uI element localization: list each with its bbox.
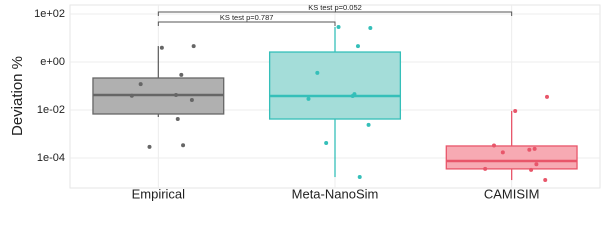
point bbox=[543, 178, 548, 183]
point bbox=[366, 122, 371, 127]
point bbox=[513, 108, 518, 113]
bracket bbox=[157, 21, 336, 26]
point bbox=[500, 150, 505, 155]
point bbox=[355, 44, 360, 49]
point bbox=[159, 45, 164, 50]
point bbox=[138, 82, 143, 87]
point bbox=[368, 26, 373, 31]
point bbox=[483, 166, 488, 171]
point bbox=[324, 141, 329, 146]
box bbox=[445, 145, 578, 170]
point bbox=[174, 93, 178, 98]
chart: Deviation % 1e+02 e+00 1e-02 1e-04 Empirical… bbox=[9, 3, 601, 201]
x-tick-label: CAMISIM bbox=[484, 186, 540, 201]
point bbox=[352, 92, 357, 97]
box bbox=[268, 51, 402, 120]
annotation: KS test p=0.787 bbox=[220, 13, 274, 22]
point bbox=[181, 143, 186, 148]
annotation: KS test p=0.052 bbox=[308, 3, 362, 12]
point bbox=[529, 167, 534, 172]
point bbox=[336, 25, 341, 30]
y-axis-label: Deviation % bbox=[9, 56, 26, 136]
point bbox=[315, 70, 320, 75]
point bbox=[129, 93, 134, 98]
x-tick-label: Empirical bbox=[132, 186, 186, 201]
y-tick-label: e+00 bbox=[40, 56, 65, 68]
point bbox=[532, 146, 537, 151]
point bbox=[492, 143, 496, 148]
point bbox=[545, 94, 549, 99]
x-tick-label: Meta-NanoSim bbox=[292, 186, 379, 201]
point bbox=[189, 98, 194, 103]
y-tick-label: 1e-02 bbox=[37, 104, 65, 116]
point bbox=[357, 175, 362, 180]
point bbox=[179, 72, 184, 77]
point bbox=[527, 147, 532, 152]
y-tick-label: 1e-04 bbox=[37, 152, 65, 164]
point bbox=[191, 44, 196, 49]
point bbox=[306, 96, 311, 101]
y-tick-label: 1e+02 bbox=[34, 8, 65, 20]
bracket bbox=[157, 11, 513, 16]
point bbox=[175, 117, 180, 122]
point bbox=[147, 144, 152, 149]
point bbox=[534, 162, 539, 167]
